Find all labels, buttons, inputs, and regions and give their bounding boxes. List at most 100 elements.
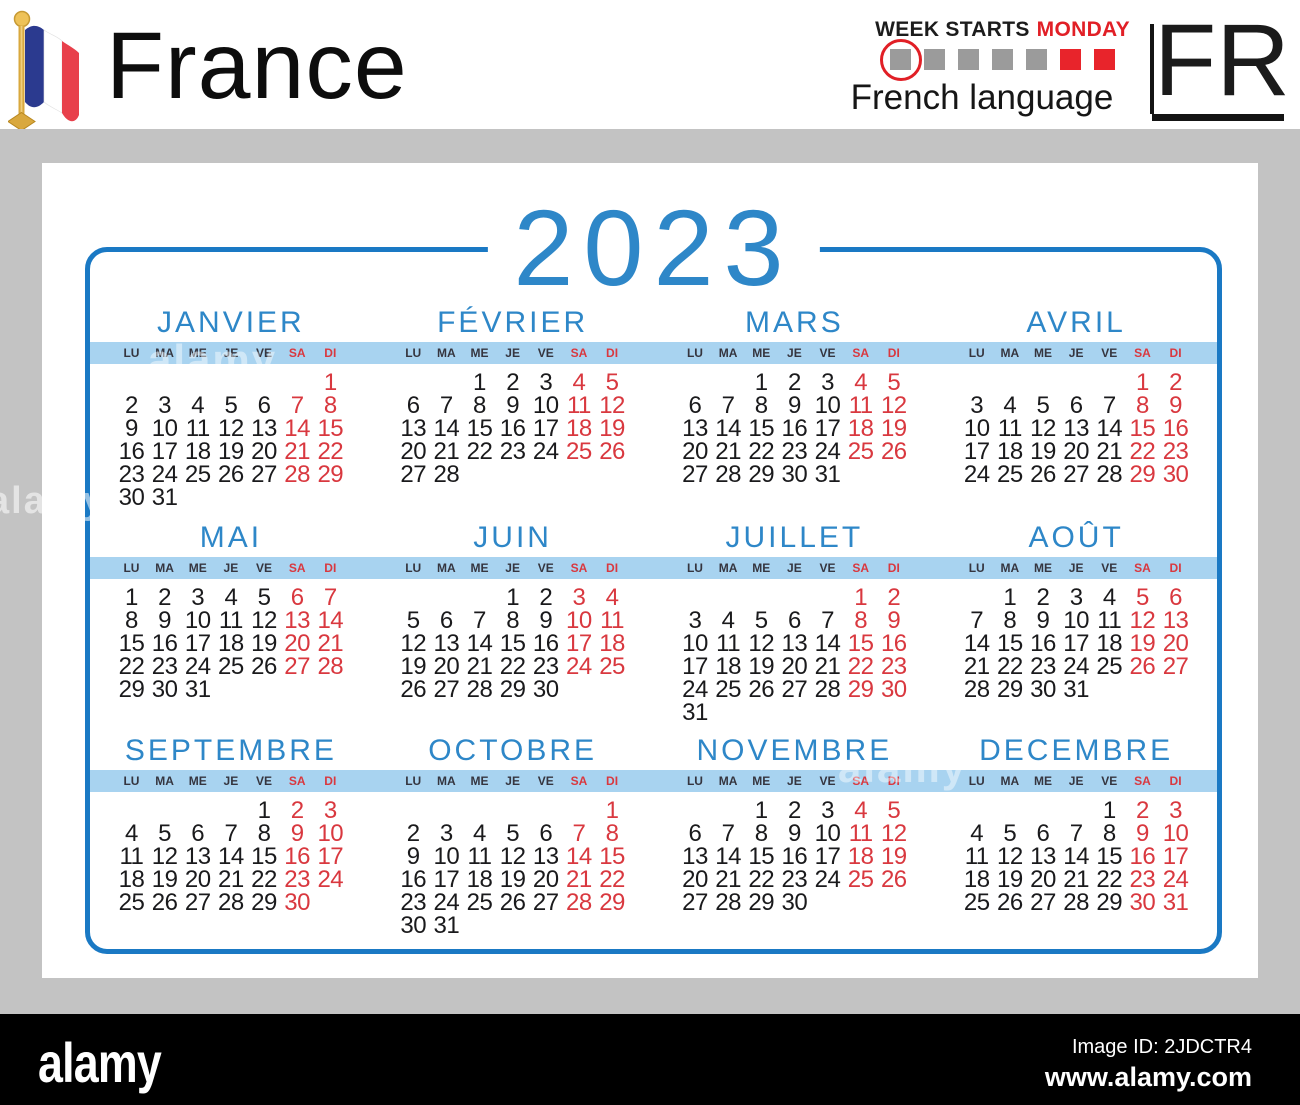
date-cell: 26 [748, 676, 775, 703]
empty-cell [877, 463, 910, 486]
empty-cell [247, 486, 280, 509]
day-header: JE [505, 774, 520, 788]
date-cell: 19 [599, 415, 625, 442]
date-cell: 21 [218, 866, 244, 893]
empty-cell [1026, 799, 1059, 822]
day-header: ME [188, 346, 207, 360]
week-squares [870, 49, 1135, 70]
dates-grid: 1 2 3 4 5 6 7 8 9 10 11 12 13 14 15 16 17 18 19 20 21 22 23 24 2… [115, 584, 347, 702]
date-cell: 28 [284, 461, 310, 488]
date-cell: 17 [317, 843, 344, 870]
date-cell: 16 [400, 866, 427, 893]
date-cell: 19 [151, 866, 178, 893]
day-header-row: LU MA ME JE VE SA DI [678, 557, 910, 579]
day-header: JE [505, 346, 520, 360]
day-header: LU [968, 561, 985, 575]
day-header: MA [718, 561, 738, 575]
day-header: SA [288, 346, 306, 360]
date-cell: 19 [218, 438, 244, 465]
date-cell: 8 [754, 820, 768, 847]
date-cell: 3 [1069, 584, 1083, 611]
empty-cell [397, 799, 430, 822]
empty-cell [1060, 371, 1093, 394]
empty-cell [562, 799, 595, 822]
date-cell: 31 [682, 699, 708, 726]
date-cell: 13 [682, 843, 708, 870]
date-cell: 4 [854, 797, 868, 824]
empty-cell [811, 586, 844, 609]
dates-grid: 1 2 3 4 5 6 7 8 9 10 11 12 13 14 15 16 17 18 19 20 21 22 23 24 2… [960, 584, 1192, 702]
empty-cell [247, 371, 280, 394]
date-cell: 11 [185, 415, 210, 442]
date-cell: 27 [184, 889, 211, 916]
date-cell: 30 [1162, 461, 1189, 488]
date-cell: 7 [323, 584, 337, 611]
day-header: SA [1134, 346, 1151, 360]
date-cell: 6 [539, 820, 553, 847]
date-cell: 30 [532, 676, 559, 703]
empty-cell [745, 586, 778, 609]
date-cell: 27 [400, 461, 427, 488]
day-header: SA [570, 774, 588, 788]
empty-cell [181, 799, 214, 822]
date-cell: 20 [1063, 438, 1089, 465]
day-header: JE [1068, 561, 1084, 575]
date-cell: 15 [1096, 843, 1123, 870]
date-cell: 26 [218, 461, 244, 488]
date-cell: 27 [1162, 653, 1189, 680]
date-cell: 24 [814, 438, 841, 465]
date-cell: 12 [251, 607, 277, 634]
date-cell: 3 [688, 607, 702, 634]
date-cell: 22 [748, 438, 775, 465]
date-cell: 22 [1096, 866, 1123, 893]
date-cell: 29 [847, 676, 874, 703]
date-cell: 7 [572, 820, 586, 847]
month-title: JANVIER [157, 306, 305, 339]
date-cell: 13 [532, 843, 559, 870]
empty-cell [745, 701, 778, 724]
date-cell: 27 [682, 461, 708, 488]
day-header: LU [686, 774, 703, 788]
date-cell: 25 [847, 438, 874, 465]
day-header: ME [1033, 346, 1052, 360]
date-cell: 16 [781, 415, 808, 442]
empty-cell [960, 371, 993, 394]
date-cell: 2 [539, 584, 553, 611]
empty-cell [314, 678, 347, 701]
date-cell: 15 [847, 630, 874, 657]
week-starts-day: MONDAY [1036, 18, 1130, 41]
empty-cell [678, 799, 711, 822]
month-mai: MAI LU MA ME JE VE SA DI 1 2 3 4 5 6 7 8 9 10 11 12 13 14 15 16… [90, 517, 372, 724]
date-cell: 6 [439, 607, 453, 634]
date-cell: 5 [887, 797, 901, 824]
month-juin: JUIN LU MA ME JE VE SA DI 1 2 3 4 5 6 7 8 9 10 11 12 13 14 15 1… [372, 517, 654, 724]
day-header-row: LU MA ME JE VE SA DI [960, 770, 1192, 792]
date-cell: 13 [433, 630, 460, 657]
date-cell: 12 [996, 843, 1023, 870]
empty-cell [496, 799, 529, 822]
month-title: MARS [745, 306, 844, 339]
date-cell: 5 [754, 607, 768, 634]
month-decembre: DECEMBRE LU MA ME JE VE SA DI 1 2 3 4 5 6 7 8 9 10 11 12 13 1… [935, 730, 1217, 937]
date-cell: 24 [317, 866, 344, 893]
date-cell: 17 [1162, 843, 1189, 870]
date-cell: 18 [218, 630, 244, 657]
date-cell: 22 [251, 866, 277, 893]
date-cell: 5 [1135, 584, 1149, 611]
date-cell: 19 [1129, 630, 1156, 657]
date-cell: 8 [1102, 820, 1116, 847]
date-cell: 25 [715, 676, 741, 703]
date-cell: 29 [599, 889, 625, 916]
date-cell: 7 [473, 607, 486, 634]
empty-cell [529, 463, 562, 486]
date-cell: 18 [1096, 630, 1123, 657]
date-cell: 19 [748, 653, 775, 680]
year-label: 2023 [487, 192, 820, 304]
month-title: DECEMBRE [979, 734, 1174, 767]
date-cell: 30 [781, 889, 808, 916]
date-cell: 7 [290, 392, 304, 419]
date-cell: 11 [467, 843, 492, 870]
date-cell: 23 [1129, 866, 1156, 893]
day-header: SA [852, 774, 869, 788]
date-cell: 28 [715, 461, 741, 488]
